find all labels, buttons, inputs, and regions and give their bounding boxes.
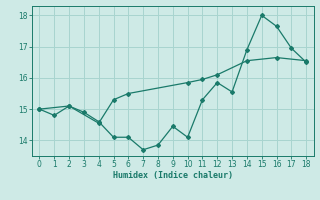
X-axis label: Humidex (Indice chaleur): Humidex (Indice chaleur) [113, 171, 233, 180]
